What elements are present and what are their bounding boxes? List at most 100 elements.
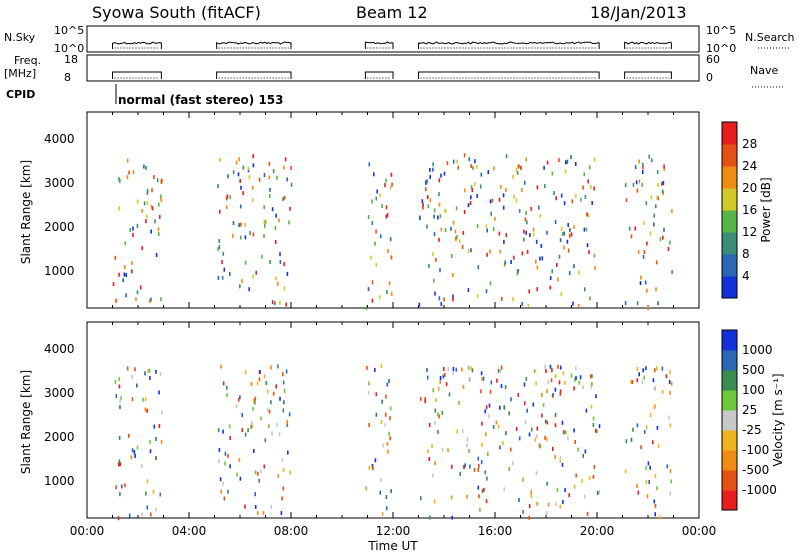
scatter-point bbox=[452, 273, 454, 277]
scatter-point bbox=[486, 252, 488, 257]
scatter-point bbox=[275, 276, 277, 281]
scatter-point bbox=[559, 504, 562, 509]
scatter-point bbox=[529, 233, 531, 238]
scatter-point bbox=[379, 193, 381, 198]
scatter-point bbox=[252, 274, 254, 279]
scatter-point bbox=[282, 380, 285, 385]
scatter-point bbox=[151, 188, 153, 193]
velocity-cbar-tick-neg100: -100 bbox=[742, 443, 769, 457]
scatter-point bbox=[386, 290, 388, 295]
scatter-point bbox=[445, 382, 448, 387]
scatter-point bbox=[586, 243, 589, 248]
scatter-point bbox=[225, 196, 228, 201]
scatter-point bbox=[431, 443, 433, 448]
scatter-point bbox=[252, 406, 254, 411]
scatter-point bbox=[593, 157, 596, 162]
freq-tick-bottom: 8 bbox=[64, 71, 71, 84]
scatter-point bbox=[530, 490, 532, 495]
velocity-ylabel: Slant Range [km] bbox=[19, 370, 33, 474]
scatter-point bbox=[132, 170, 135, 175]
scatter-point bbox=[547, 380, 550, 385]
scatter-point bbox=[574, 440, 576, 444]
scatter-point bbox=[251, 198, 254, 203]
scatter-point bbox=[528, 515, 530, 520]
scatter-point bbox=[584, 195, 587, 199]
scatter-point bbox=[242, 191, 244, 196]
scatter-point bbox=[654, 503, 657, 508]
scatter-point bbox=[274, 301, 276, 306]
scatter-point bbox=[390, 172, 393, 177]
scatter-point bbox=[283, 195, 286, 200]
scatter-point bbox=[481, 442, 483, 447]
scatter-point bbox=[656, 195, 658, 200]
scatter-point bbox=[499, 405, 501, 410]
scatter-point bbox=[584, 494, 586, 499]
scatter-point bbox=[642, 368, 644, 373]
scatter-point bbox=[451, 254, 453, 258]
scatter-point bbox=[647, 461, 650, 466]
scatter-point bbox=[649, 231, 652, 236]
scatter-point bbox=[648, 480, 650, 484]
scatter-point bbox=[153, 175, 155, 180]
scatter-point bbox=[229, 436, 231, 441]
scatter-point bbox=[279, 300, 281, 305]
scatter-point bbox=[656, 425, 659, 430]
scatter-point bbox=[150, 297, 152, 302]
power-cbar-tick-24: 24 bbox=[742, 159, 757, 173]
velocity-x-ticks bbox=[86, 322, 700, 518]
scatter-point bbox=[435, 398, 437, 402]
scatter-point bbox=[588, 250, 590, 255]
scatter-point bbox=[128, 170, 130, 175]
scatter-point bbox=[422, 202, 424, 207]
scatter-point bbox=[574, 377, 576, 382]
scatter-point bbox=[236, 472, 238, 477]
scatter-point bbox=[452, 220, 455, 225]
scatter-point bbox=[244, 432, 247, 437]
scatter-point bbox=[118, 384, 121, 389]
scatter-point bbox=[645, 366, 647, 371]
scatter-point bbox=[481, 489, 484, 494]
scatter-point bbox=[654, 386, 656, 391]
scatter-point bbox=[129, 228, 131, 232]
scatter-point bbox=[568, 233, 571, 238]
scatter-point bbox=[389, 185, 392, 190]
scatter-point bbox=[375, 392, 378, 397]
scatter-point bbox=[258, 377, 261, 382]
scatter-point bbox=[470, 366, 472, 371]
scatter-point bbox=[433, 214, 435, 219]
scatter-point bbox=[464, 188, 466, 193]
scatter-point bbox=[426, 224, 428, 229]
scatter-point bbox=[469, 377, 471, 382]
scatter-point bbox=[641, 380, 644, 385]
scatter-point bbox=[224, 461, 226, 466]
power-cbar-label: Power [dB] bbox=[759, 177, 773, 242]
scatter-point bbox=[271, 300, 274, 305]
velocity-ytick-2000: 2000 bbox=[44, 430, 75, 444]
scatter-point bbox=[280, 511, 283, 515]
scatter-point bbox=[595, 428, 597, 433]
scatter-point bbox=[503, 239, 505, 244]
scatter-point bbox=[155, 456, 157, 461]
scatter-point bbox=[550, 378, 553, 383]
scatter-point bbox=[467, 203, 470, 208]
scatter-point bbox=[286, 271, 289, 276]
scatter-point bbox=[276, 422, 278, 427]
colorbar-segment bbox=[722, 390, 737, 411]
scatter-point bbox=[544, 435, 546, 440]
scatter-point bbox=[160, 194, 162, 199]
scatter-point bbox=[551, 269, 553, 274]
scatter-point bbox=[217, 246, 219, 251]
scatter-point bbox=[286, 422, 289, 427]
scatter-point bbox=[536, 265, 539, 270]
scatter-point bbox=[470, 164, 472, 169]
scatter-point bbox=[561, 420, 564, 425]
scatter-point bbox=[584, 449, 587, 454]
velocity-panel-frame bbox=[86, 321, 700, 519]
scatter-point bbox=[559, 456, 562, 461]
scatter-point bbox=[375, 229, 377, 234]
scatter-point bbox=[437, 429, 439, 434]
scatter-point bbox=[444, 208, 446, 213]
freq-unit: [MHz] bbox=[4, 67, 36, 80]
scatter-point bbox=[497, 368, 500, 373]
xtick-1200: 12:00 bbox=[376, 524, 411, 538]
